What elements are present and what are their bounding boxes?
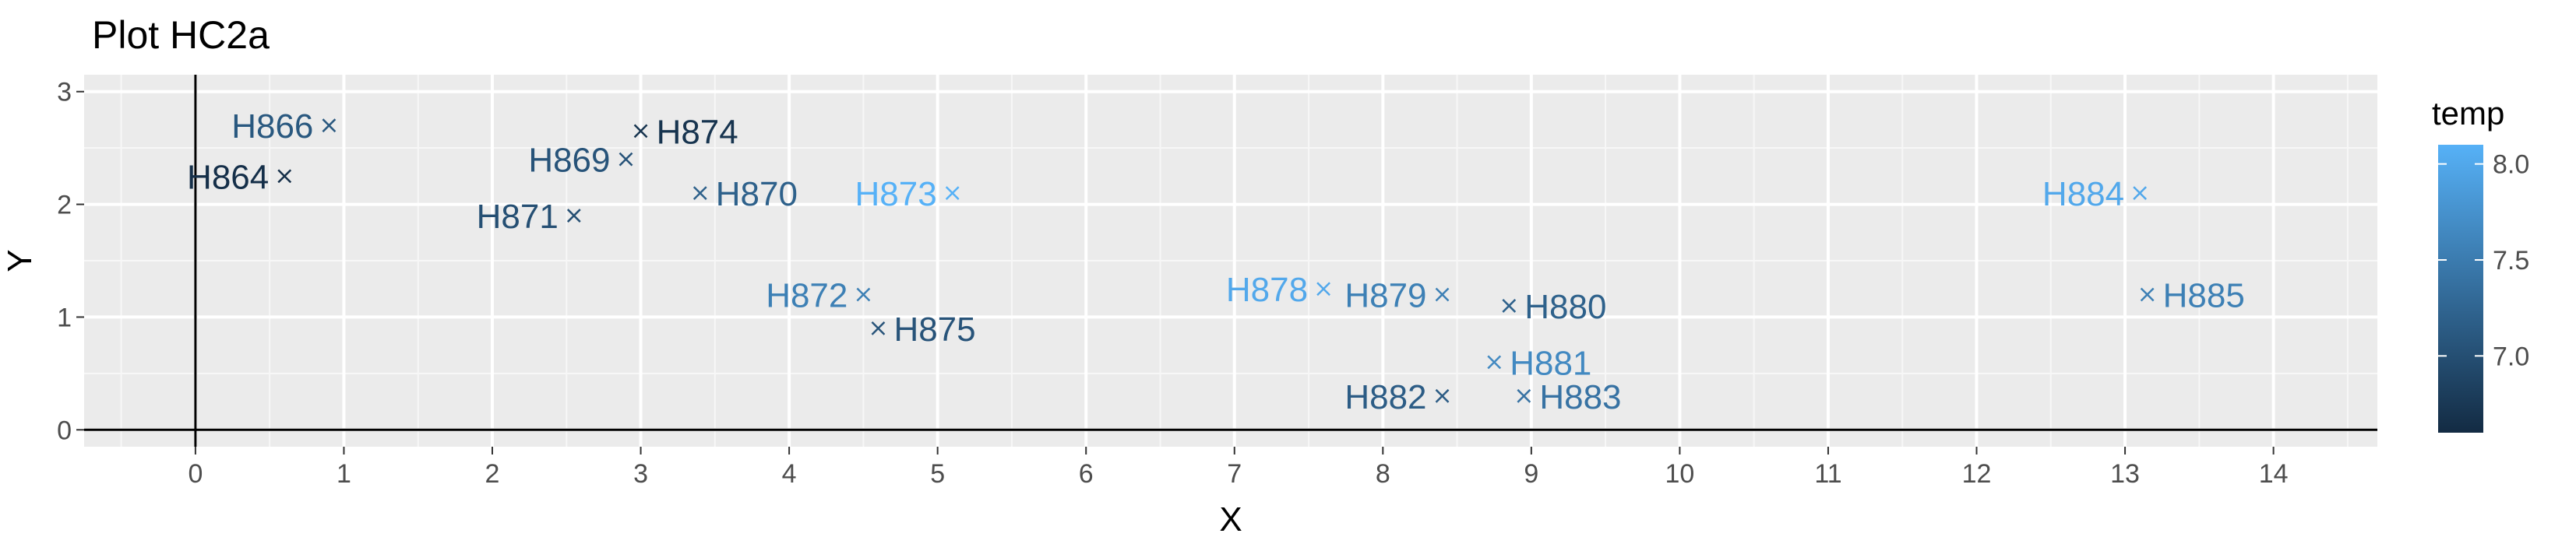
y-tick-label: 1 — [57, 303, 72, 332]
x-axis: 0 1 2 3 4 5 6 7 8 9 10 11 12 13 14 — [188, 447, 2289, 489]
x-tick-label: 4 — [782, 459, 797, 489]
scatter-point: H885 — [2140, 276, 2245, 314]
point-marker — [322, 118, 337, 133]
minor-gridlines — [84, 75, 2377, 447]
legend-title: temp — [2432, 95, 2504, 132]
point-label: H884 — [2042, 175, 2124, 213]
point-label: H882 — [1344, 378, 1426, 416]
scatter-point: H871 — [477, 198, 581, 236]
point-marker — [566, 209, 581, 223]
scatter-point: H869 — [528, 142, 633, 180]
x-tick-label: 12 — [1962, 459, 1992, 489]
point-marker — [633, 124, 648, 139]
scatter-point: H880 — [1502, 288, 1606, 326]
point-label: H875 — [893, 311, 975, 349]
scatter-point: H883 — [1517, 378, 1622, 416]
point-label: H864 — [187, 158, 269, 196]
y-axis: 0 1 2 3 — [57, 78, 84, 445]
scatter-point: H866 — [231, 107, 337, 146]
point-label: H869 — [528, 142, 610, 180]
color-legend: temp 7.0 7.5 8.0 — [2432, 95, 2529, 433]
x-tick-label: 5 — [930, 459, 945, 489]
y-tick-label: 2 — [57, 191, 72, 220]
legend-tick-label: 8.0 — [2493, 150, 2529, 180]
legend-tick-label: 7.5 — [2493, 246, 2529, 276]
point-marker — [2140, 287, 2155, 302]
scatter-point: H870 — [692, 175, 798, 213]
scatter-point: H872 — [766, 276, 871, 314]
x-tick-label: 10 — [1665, 459, 1695, 489]
x-tick-label: 6 — [1079, 459, 1094, 489]
point-marker — [1487, 355, 1502, 370]
point-label: H873 — [855, 175, 937, 213]
point-label: H872 — [766, 276, 848, 314]
x-tick-label: 9 — [1524, 459, 1538, 489]
point-label: H881 — [1510, 344, 1591, 382]
x-tick-label: 7 — [1227, 459, 1242, 489]
reference-lines — [84, 75, 2377, 447]
point-label: H870 — [716, 175, 798, 213]
point-label: H885 — [2163, 276, 2245, 314]
data-points: H864 H866 H869 H871 H874 H870 H873 H872 H875 H878… — [187, 107, 2245, 416]
point-marker — [945, 186, 960, 200]
point-marker — [277, 169, 292, 184]
scatter-point: H879 — [1344, 276, 1450, 314]
scatter-point: H881 — [1487, 344, 1591, 382]
point-label: H879 — [1344, 276, 1426, 314]
point-label: H883 — [1539, 378, 1621, 416]
point-marker — [1435, 388, 1450, 403]
point-label: H871 — [477, 198, 559, 236]
point-label: H874 — [657, 113, 738, 151]
x-axis-title: X — [1219, 500, 1242, 539]
legend-ticks: 7.0 7.5 8.0 — [2438, 150, 2529, 371]
scatter-point: H882 — [1344, 378, 1450, 416]
x-tick-label: 3 — [633, 459, 648, 489]
point-marker — [1502, 299, 1517, 313]
legend-tick-label: 7.0 — [2493, 342, 2529, 371]
scatter-point: H873 — [855, 175, 960, 213]
x-tick-label: 11 — [1814, 459, 1841, 489]
scatter-point: H875 — [871, 311, 976, 349]
chart-title: Plot HC2a — [92, 13, 270, 57]
point-label: H878 — [1226, 271, 1308, 309]
x-tick-label: 0 — [188, 459, 203, 489]
legend-colorbar — [2438, 145, 2483, 433]
point-marker — [618, 152, 633, 167]
point-marker — [1517, 388, 1531, 403]
y-tick-label: 0 — [57, 416, 72, 445]
point-marker — [871, 321, 886, 335]
scatter-point: H864 — [187, 158, 292, 196]
scatter-point: H874 — [633, 113, 738, 151]
scatter-point: H884 — [2042, 175, 2148, 213]
scatter-point: H878 — [1226, 271, 1330, 309]
point-marker — [2133, 186, 2148, 200]
x-tick-label: 13 — [2110, 459, 2140, 489]
x-tick-label: 8 — [1376, 459, 1390, 489]
point-label: H880 — [1524, 288, 1606, 326]
x-tick-label: 1 — [337, 459, 351, 489]
point-marker — [692, 186, 707, 200]
point-marker — [1316, 282, 1330, 297]
point-marker — [856, 287, 871, 302]
point-label: H866 — [231, 107, 313, 146]
y-tick-label: 3 — [57, 78, 72, 107]
point-marker — [1435, 287, 1450, 302]
x-tick-label: 2 — [485, 459, 500, 489]
x-tick-label: 14 — [2259, 459, 2289, 489]
y-axis-title: Y — [1, 249, 39, 272]
